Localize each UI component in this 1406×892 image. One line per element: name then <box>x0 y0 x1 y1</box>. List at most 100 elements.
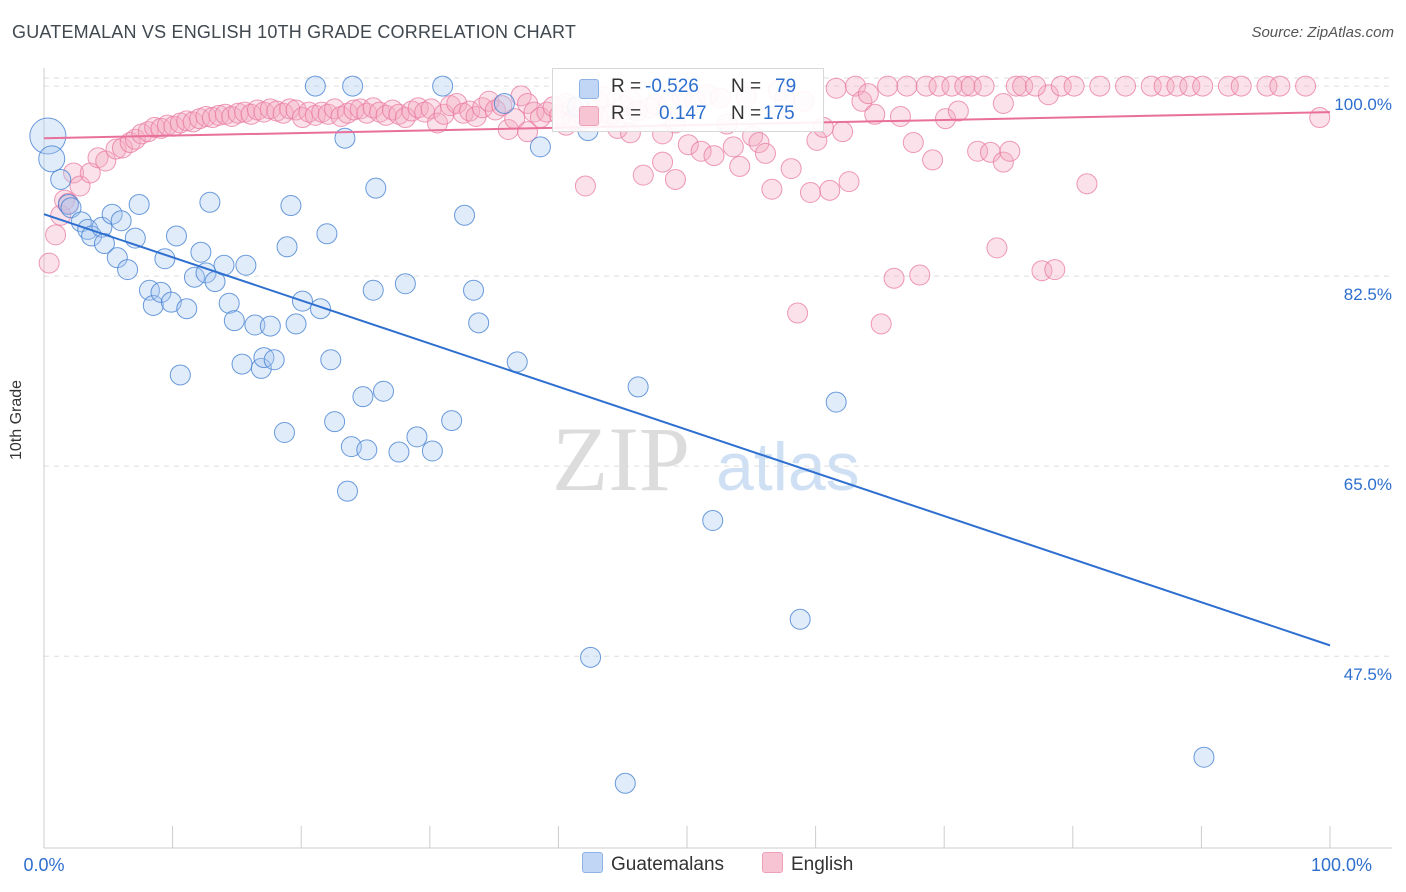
english-point <box>748 132 770 154</box>
guatemalan-point <box>441 410 463 432</box>
english-point <box>63 162 85 184</box>
guatemalan-point <box>183 266 205 288</box>
guatemalan-point <box>110 210 132 232</box>
guatemalan-point <box>263 349 285 371</box>
english-point <box>928 75 950 97</box>
english-point <box>1153 75 1175 97</box>
watermark-zip: ZIP <box>552 408 690 510</box>
english-point <box>144 116 166 138</box>
english-point <box>291 107 313 129</box>
english-point <box>787 302 809 324</box>
english-point <box>150 117 172 139</box>
guatemalan-point <box>142 294 164 316</box>
english-point <box>1044 259 1066 281</box>
guatemalan-point <box>463 279 485 301</box>
english-point <box>857 83 879 105</box>
english-point <box>652 151 674 173</box>
english-point <box>427 112 449 134</box>
english-point <box>1179 75 1201 97</box>
guatemalan-point <box>362 279 384 301</box>
english-point <box>902 132 924 154</box>
r-value: 0.147 <box>659 103 707 124</box>
guatemalan-point <box>406 426 428 448</box>
english-point <box>1037 84 1059 106</box>
guatemalan-point <box>356 439 378 461</box>
n-value: 79 <box>775 76 797 97</box>
guatemalan-point <box>176 298 198 320</box>
english-point <box>465 105 487 127</box>
english-point <box>1012 75 1034 97</box>
guatemalan-point <box>421 440 443 462</box>
n-value: 175 <box>763 103 795 124</box>
guatemalans-trend-line <box>43 213 1331 647</box>
english-point <box>832 121 854 143</box>
guatemalan-point <box>468 312 490 334</box>
y-tick-label: 100.0% <box>1334 95 1392 114</box>
english-point <box>799 181 821 203</box>
guatemalan-point <box>285 313 307 335</box>
guatemalan-point <box>273 422 295 444</box>
english-point <box>1256 75 1278 97</box>
english-point <box>1089 75 1111 97</box>
english-point <box>973 75 995 97</box>
english-point <box>703 145 725 167</box>
english-point <box>1050 75 1072 97</box>
guatemalan-point <box>57 193 79 215</box>
english-point <box>1076 173 1098 195</box>
guatemalan-point <box>373 380 395 402</box>
english-point <box>922 149 944 171</box>
guatemalan-point <box>627 376 649 398</box>
legend-row-english: R = 0.147 N = 175 <box>553 101 823 127</box>
guatemalan-point <box>324 411 346 433</box>
english-point <box>819 179 841 201</box>
y-tick-label: 47.5% <box>1344 665 1392 684</box>
guatemalan-point <box>506 351 528 373</box>
guatemalan-point <box>316 223 338 245</box>
english-point <box>478 90 500 112</box>
guatemalan-point <box>169 364 191 386</box>
guatemalan-point <box>50 168 72 190</box>
legend-item-english: English <box>762 852 853 876</box>
english-point <box>1230 75 1252 97</box>
english-point <box>1309 107 1331 129</box>
guatemalan-point <box>280 195 302 217</box>
guatemalan-point <box>340 436 362 458</box>
guatemalan-point <box>702 509 724 531</box>
guatemalan-point <box>394 273 416 295</box>
r-label: R = <box>611 76 642 97</box>
english-point <box>1269 75 1291 97</box>
guatemalan-point <box>493 92 515 114</box>
r-value: -0.526 <box>645 76 699 97</box>
tick-labels: 100.0% 82.5% 65.0% 47.5% 0.0% 100.0% <box>23 95 1392 875</box>
guatemalan-point <box>529 136 551 158</box>
english-point <box>870 313 892 335</box>
english-point <box>240 103 262 125</box>
english-point <box>690 140 712 162</box>
stats-legend: R = -0.526 N = 79 R = 0.147 N = 175 <box>552 68 824 132</box>
guatemalan-point <box>259 315 281 337</box>
english-point <box>1140 75 1162 97</box>
english-point <box>864 103 886 125</box>
english-point <box>1166 75 1188 97</box>
guatemalan-point <box>38 145 66 173</box>
english-point <box>336 102 358 124</box>
guatemalan-point <box>365 177 387 199</box>
n-label: N = <box>731 76 762 97</box>
guatemalan-point <box>60 197 82 219</box>
guatemalans-legend-label: Guatemalans <box>611 854 725 875</box>
guatemalans-swatch <box>579 79 599 99</box>
x-tick-label: 100.0% <box>1311 855 1372 875</box>
english-point <box>677 134 699 156</box>
chart-title: GUATEMALAN VS ENGLISH 10TH GRADE CORRELA… <box>12 22 577 42</box>
y-axis-label: 10th Grade <box>8 379 25 460</box>
english-point <box>761 178 783 200</box>
english-point <box>722 136 744 158</box>
guatemalan-point <box>342 75 364 97</box>
guatemalan-point <box>352 386 374 408</box>
english-point <box>889 105 911 127</box>
english-point <box>523 101 545 123</box>
english-point <box>954 75 976 97</box>
english-point <box>960 75 982 97</box>
guatemalan-point <box>190 241 212 263</box>
n-label: N = <box>731 103 762 124</box>
